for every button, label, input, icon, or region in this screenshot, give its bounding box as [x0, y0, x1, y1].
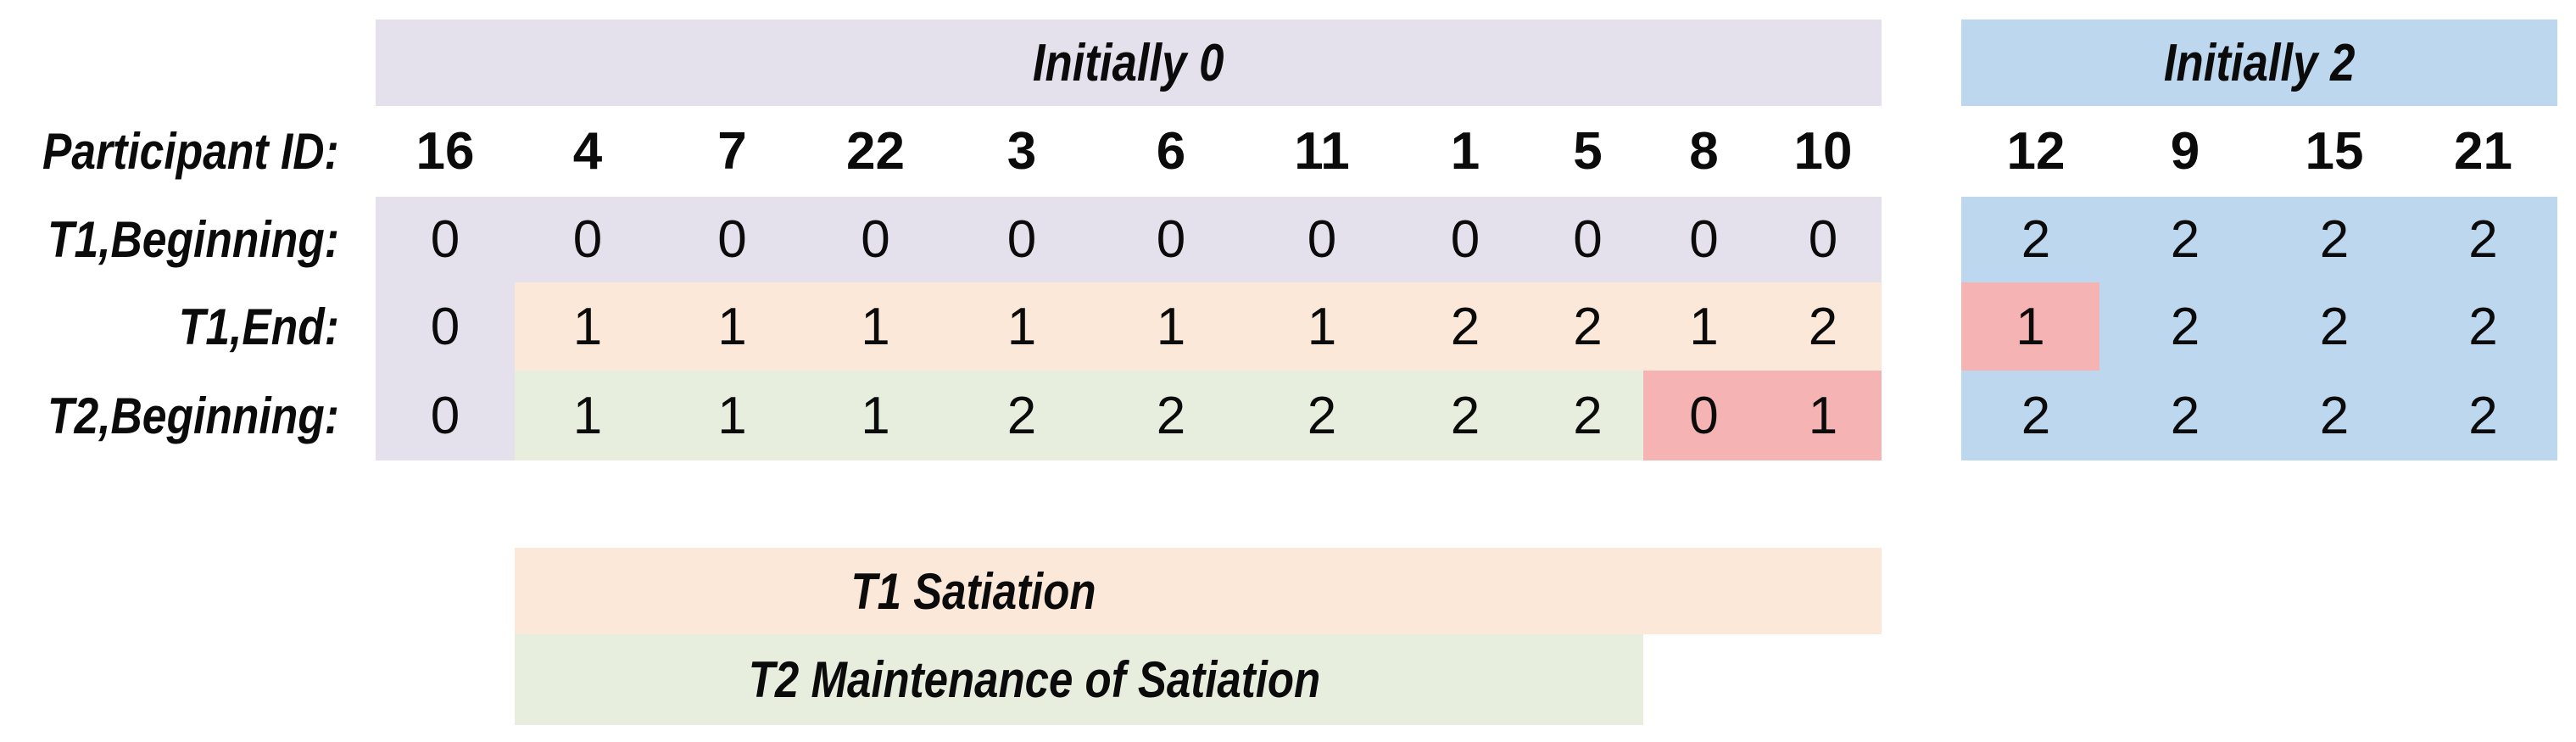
t2_beginning-cell: 0 [1643, 371, 1765, 460]
t1_end-cell: 2 [1765, 282, 1882, 371]
t1_end-cell: 1 [1096, 282, 1246, 371]
t1_end-cell: 1 [804, 282, 947, 371]
t1_end-cell: 0 [376, 282, 515, 371]
t2_beginning-cell: 2 [1532, 371, 1643, 460]
t1_end-cell: 2 [1398, 282, 1532, 371]
t1_beginning-cell: 0 [804, 197, 947, 282]
t1_end-cell: 2 [2260, 282, 2409, 371]
t1_beginning-cell: 0 [1246, 197, 1398, 282]
t1_beginning-cell: 0 [947, 197, 1096, 282]
t1_end-cell: 1 [1643, 282, 1765, 371]
t2_beginning-cell: 2 [1096, 371, 1246, 460]
participant-id-cell: 3 [1006, 122, 1037, 181]
t2_beginning-cell: 2 [947, 371, 1096, 460]
participant-id-cell: 15 [2305, 122, 2364, 181]
t1_end-cell: 1 [661, 282, 804, 371]
t2_beginning-cell: 1 [661, 371, 804, 460]
participant-id-cell: 11 [1294, 122, 1350, 181]
t1_beginning-cell: 2 [2260, 197, 2409, 282]
t1_end-cell: 2 [1532, 282, 1643, 371]
t2_beginning-cell: 2 [1246, 371, 1398, 460]
t2_beginning-cell: 1 [804, 371, 947, 460]
participant-id-cell: 22 [846, 122, 905, 181]
row-label-t1-beginning: T1,Beginning: [47, 211, 339, 268]
participant-id-cell: 16 [415, 122, 475, 181]
t1_end-cell: 1 [1246, 282, 1398, 371]
t1_end-cell: 1 [947, 282, 1096, 371]
highlighted-cell-overlay: 1 [1961, 282, 2099, 371]
row-label-participant-id: Participant ID: [42, 123, 339, 180]
t2_beginning-cell: 2 [1398, 371, 1532, 460]
initially2-table: Initially 2 12 9 15 21 2 2 2 2 1 2 2 2 2 2 2 2 [1961, 20, 2557, 460]
t1_beginning-cell: 2 [1961, 197, 2110, 282]
participant-id-cell: 1 [1450, 122, 1480, 181]
participant-id-cell: 5 [1573, 122, 1603, 181]
t1_beginning-cell: 0 [661, 197, 804, 282]
participant-id-cell: 6 [1156, 122, 1186, 181]
t2_beginning-cell: 2 [1961, 371, 2110, 460]
t2_beginning-cell: 1 [1765, 371, 1882, 460]
legend-t1-satiation-label: T1 Satiation [850, 562, 1096, 620]
participant-id-cell: 10 [1793, 122, 1853, 181]
participant-id-cell: 12 [2006, 122, 2066, 181]
t2_beginning-cell: 2 [2260, 371, 2409, 460]
participant-id-cell: 8 [1689, 122, 1719, 181]
participant-id-cell: 7 [717, 122, 747, 181]
t2_beginning-cell: 0 [376, 371, 515, 460]
t1_beginning-cell: 2 [2110, 197, 2260, 282]
table-header-initially0: Initially 0 [376, 20, 1882, 106]
participant-id-cell: 21 [2454, 122, 2512, 181]
t1_end-cell: 2 [2110, 282, 2260, 371]
t1_end-cell: 2 [2409, 282, 2557, 371]
t1_beginning-cell: 0 [376, 197, 515, 282]
legend-t1-satiation-bar [515, 548, 1882, 634]
t1_beginning-cell: 0 [1643, 197, 1765, 282]
participant-id-cell: 4 [572, 122, 603, 181]
initially0-table: Initially 0 16 4 7 22 3 6 11 1 5 8 10 0 0 0 0 0 0 0 0 0 0 0 0 1 1… [376, 20, 1882, 460]
row-label-t1-end: T1,End: [178, 298, 339, 355]
t1_beginning-cell: 0 [515, 197, 661, 282]
t2_beginning-cell: 2 [2409, 371, 2557, 460]
t1_beginning-cell: 0 [1765, 197, 1882, 282]
row-label-t2-beginning: T2,Beginning: [47, 387, 339, 444]
table-header-label: Initially 2 [2163, 33, 2356, 92]
t1_end-cell: 1 [1961, 282, 2110, 371]
legend-t2-maintenance-bar [515, 634, 1643, 725]
t1_beginning-cell: 2 [2409, 197, 2557, 282]
t1_beginning-cell: 0 [1398, 197, 1532, 282]
t1_end-cell: 1 [515, 282, 661, 371]
t1_beginning-cell: 0 [1096, 197, 1246, 282]
t2_beginning-cell: 2 [2110, 371, 2260, 460]
table-header-initially2: Initially 2 [1961, 20, 2557, 106]
legend-t2-maintenance-label: T2 Maintenance of Satiation [748, 651, 1321, 708]
t1_beginning-cell: 0 [1532, 197, 1643, 282]
table-header-label: Initially 0 [1033, 33, 1224, 92]
t2_beginning-cell: 1 [515, 371, 661, 460]
participant-id-cell: 9 [2170, 122, 2200, 181]
